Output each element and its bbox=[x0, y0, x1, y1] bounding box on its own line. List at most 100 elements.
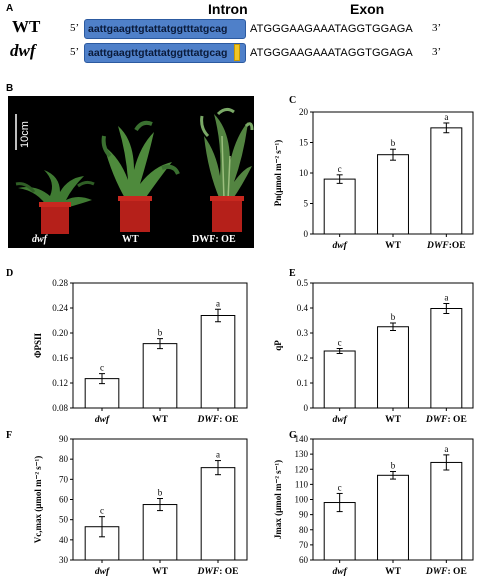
category-label-g-0: dwf bbox=[333, 567, 348, 577]
category-label-f-0: dwf bbox=[95, 567, 110, 577]
y-axis-label-d: ΦPSII bbox=[33, 333, 43, 358]
plant-photo: 10cm dwf WT DWF: OE bbox=[8, 96, 254, 248]
y-tick-label-e-0: 0 bbox=[304, 403, 309, 413]
panel-label-c: C bbox=[289, 95, 296, 106]
y-tick-label-g-2: 80 bbox=[299, 525, 309, 535]
intron-sequence-dwf: aattgaagttgtattatggtttatgcag bbox=[84, 43, 246, 63]
category-label-d-1: WT bbox=[152, 415, 169, 425]
bar-c-1 bbox=[377, 154, 409, 235]
plant-illustration bbox=[15, 107, 254, 234]
y-tick-label-e-2: 0.2 bbox=[297, 353, 308, 363]
bar-e-2 bbox=[430, 308, 463, 409]
bar-d-2 bbox=[200, 315, 236, 409]
y-tick-label-g-0: 60 bbox=[299, 555, 309, 565]
photo-caption-oe: DWF: OE bbox=[192, 234, 236, 245]
panel-label-e: E bbox=[289, 268, 296, 279]
significance-letter-f-1: b bbox=[158, 487, 163, 497]
significance-letter-f-0: c bbox=[100, 506, 104, 516]
y-tick-label-d-2: 0.16 bbox=[52, 353, 68, 363]
sequence-name-wt: WT bbox=[12, 17, 41, 36]
category-label-g-2: DWF: OE bbox=[425, 567, 467, 577]
y-tick-label-g-4: 100 bbox=[295, 495, 309, 505]
category-label-c-0: dwf bbox=[333, 241, 348, 251]
significance-letter-e-1: b bbox=[391, 312, 396, 322]
y-tick-label-f-2: 50 bbox=[59, 515, 69, 525]
bar-f-2 bbox=[200, 467, 236, 561]
significance-letter-c-0: c bbox=[338, 164, 342, 174]
y-axis-label-c: Pn(μmol m⁻² s⁻¹) bbox=[273, 140, 283, 207]
three-prime-wt: 3’ bbox=[432, 22, 442, 34]
y-tick-label-f-6: 90 bbox=[59, 434, 69, 444]
panel-label-d: D bbox=[6, 268, 13, 279]
y-tick-label-c-3: 15 bbox=[299, 138, 309, 148]
bar-c-2 bbox=[430, 127, 463, 235]
intron-sequence-wt: aattgaagttgtattatggtttatgcag bbox=[84, 19, 246, 39]
y-tick-label-e-3: 0.3 bbox=[297, 328, 309, 338]
bar-g-1 bbox=[377, 474, 409, 561]
bar-e-0 bbox=[323, 350, 356, 409]
y-tick-label-d-4: 0.24 bbox=[52, 303, 68, 313]
significance-letter-d-0: c bbox=[100, 363, 104, 373]
bar-e-1 bbox=[377, 326, 409, 409]
y-tick-label-f-4: 70 bbox=[59, 474, 69, 484]
y-tick-label-g-1: 70 bbox=[299, 540, 309, 550]
category-label-g-1: WT bbox=[385, 567, 402, 577]
y-tick-label-g-3: 90 bbox=[299, 510, 309, 520]
bar-d-1 bbox=[142, 343, 178, 409]
significance-letter-c-2: a bbox=[444, 112, 448, 122]
bar-g-2 bbox=[430, 461, 463, 561]
exon-sequence-dwf: ATGGGAAGAAATAGGTGGAGA bbox=[250, 47, 413, 59]
y-tick-label-f-1: 40 bbox=[59, 535, 69, 545]
five-prime-dwf: 5’ bbox=[70, 46, 80, 58]
panel-label-a: A bbox=[6, 3, 14, 14]
category-label-d-2: DWF: OE bbox=[197, 415, 239, 425]
y-tick-label-f-3: 60 bbox=[59, 495, 69, 505]
category-label-e-1: WT bbox=[385, 415, 402, 425]
significance-letter-e-0: c bbox=[338, 338, 342, 348]
category-label-e-2: DWF: OE bbox=[425, 415, 467, 425]
exon-header: Exon bbox=[350, 1, 385, 17]
plant-dwf bbox=[15, 170, 95, 234]
y-tick-label-c-2: 10 bbox=[299, 168, 309, 178]
significance-letter-d-2: a bbox=[216, 298, 220, 308]
panel-label-f: F bbox=[6, 430, 12, 441]
y-tick-label-d-1: 0.12 bbox=[52, 378, 68, 388]
y-axis-label-f: Vc,max (μmol m⁻² s⁻¹) bbox=[33, 456, 43, 543]
y-tick-label-c-1: 5 bbox=[304, 199, 309, 209]
plant-wt bbox=[101, 120, 180, 232]
y-tick-label-d-3: 0.20 bbox=[52, 328, 68, 338]
y-axis-label-e: qP bbox=[273, 340, 283, 351]
category-label-c-1: WT bbox=[385, 241, 402, 251]
significance-letter-c-1: b bbox=[391, 138, 396, 148]
significance-letter-e-2: a bbox=[444, 293, 448, 303]
plant-oe bbox=[200, 107, 254, 232]
y-tick-label-f-0: 30 bbox=[59, 555, 69, 565]
sequence-name-dwf: dwf bbox=[10, 41, 36, 60]
bar-c-0 bbox=[323, 178, 356, 235]
significance-letter-g-0: c bbox=[338, 482, 342, 492]
y-tick-label-d-5: 0.28 bbox=[52, 278, 68, 288]
bar-g-0 bbox=[323, 502, 356, 561]
exon-sequence-wt: ATGGGAAGAAATAGGTGGAGA bbox=[250, 23, 413, 35]
y-tick-label-e-1: 0.1 bbox=[297, 378, 308, 388]
y-tick-label-c-4: 20 bbox=[299, 107, 309, 117]
y-tick-label-g-5: 110 bbox=[295, 479, 309, 489]
y-tick-label-f-5: 80 bbox=[59, 454, 69, 464]
mutation-highlight bbox=[234, 44, 240, 61]
category-label-d-0: dwf bbox=[95, 415, 110, 425]
y-tick-label-g-8: 140 bbox=[295, 434, 309, 444]
y-tick-label-c-0: 0 bbox=[304, 229, 309, 239]
photo-caption-wt: WT bbox=[122, 234, 139, 245]
y-tick-label-e-4: 0.4 bbox=[297, 303, 309, 313]
category-label-f-2: DWF: OE bbox=[197, 567, 239, 577]
category-label-e-0: dwf bbox=[333, 415, 348, 425]
significance-letter-g-2: a bbox=[444, 444, 448, 454]
five-prime-wt: 5’ bbox=[70, 22, 80, 34]
category-label-f-1: WT bbox=[152, 567, 169, 577]
intron-header: Intron bbox=[208, 1, 248, 17]
panel-label-g: G bbox=[289, 430, 297, 441]
significance-letter-f-2: a bbox=[216, 450, 220, 460]
y-tick-label-g-7: 130 bbox=[295, 449, 309, 459]
category-label-c-2: DWF:OE bbox=[426, 241, 466, 251]
